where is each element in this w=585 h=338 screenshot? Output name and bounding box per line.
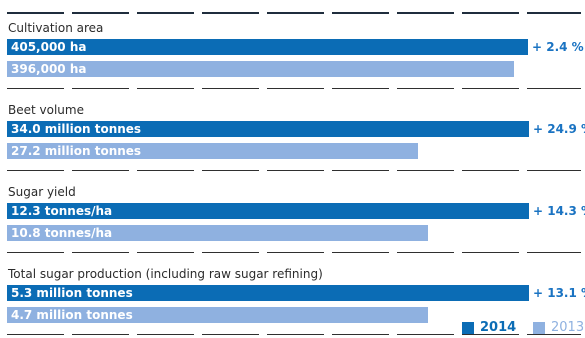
bar-2013: 10.8 tonnes/ha: [7, 225, 428, 241]
rule-segment: [267, 252, 324, 253]
bar-2014: 12.3 tonnes/ha: [7, 203, 529, 219]
group-title: Beet volume: [8, 103, 84, 117]
bar-data-label: 10.8 tonnes/ha: [11, 226, 113, 240]
bar-2014: 405,000 ha: [7, 39, 528, 55]
rule-segment: [462, 334, 519, 335]
group-title: Sugar yield: [8, 185, 76, 199]
bar-data-label: 34.0 million tonnes: [11, 122, 142, 136]
rule-segment: [7, 12, 64, 14]
rule-segment: [527, 252, 581, 253]
rule-segment: [267, 12, 324, 14]
rule-segment: [462, 252, 519, 253]
rule-segment: [527, 88, 581, 89]
change-percentage: + 2.4 %: [532, 40, 584, 54]
separator-rule-4: [7, 334, 581, 335]
change-percentage: + 13.1 %: [533, 286, 585, 300]
rule-segment: [137, 252, 194, 253]
change-percentage: + 24.9 %: [533, 122, 585, 136]
rule-segment: [202, 88, 259, 89]
rule-segment: [7, 334, 64, 335]
rule-segment: [397, 334, 454, 335]
bar-2014: 5.3 million tonnes: [7, 285, 529, 301]
rule-segment: [137, 170, 194, 171]
bar-data-label: 405,000 ha: [11, 40, 87, 54]
legend-swatch-2014: [462, 321, 474, 334]
bar-data-label: 27.2 million tonnes: [11, 144, 142, 158]
bar-data-label: 4.7 million tonnes: [11, 308, 133, 322]
legend-item-2014: 2014: [462, 320, 516, 335]
group-title: Total sugar production (including raw su…: [8, 267, 323, 281]
rule-segment: [527, 12, 581, 14]
rule-segment: [397, 88, 454, 89]
legend-label-2013: 2013: [551, 320, 585, 335]
rule-segment: [202, 334, 259, 335]
rule-segment: [7, 88, 64, 89]
group-title: Cultivation area: [8, 21, 104, 35]
rule-segment: [332, 170, 389, 171]
rule-segment: [267, 334, 324, 335]
rule-segment: [462, 12, 519, 14]
rule-segment: [72, 170, 129, 171]
bar-data-label: 396,000 ha: [11, 62, 87, 76]
bar-data-label: 5.3 million tonnes: [11, 286, 133, 300]
rule-segment: [397, 12, 454, 14]
separator-rule-0: [7, 12, 581, 14]
rule-segment: [332, 88, 389, 89]
bar-2014: 34.0 million tonnes: [7, 121, 529, 137]
bar-data-label: 12.3 tonnes/ha: [11, 204, 113, 218]
rule-segment: [332, 252, 389, 253]
rule-segment: [72, 12, 129, 14]
rule-segment: [527, 170, 581, 171]
rule-segment: [462, 88, 519, 89]
rule-segment: [137, 12, 194, 14]
rule-segment: [72, 252, 129, 253]
rule-segment: [267, 170, 324, 171]
legend-swatch-2013: [533, 321, 545, 334]
rule-segment: [202, 252, 259, 253]
rule-segment: [72, 334, 129, 335]
separator-rule-3: [7, 252, 581, 253]
bar-2013: 4.7 million tonnes: [7, 307, 428, 323]
rule-segment: [527, 334, 581, 335]
rule-segment: [397, 252, 454, 253]
rule-segment: [462, 170, 519, 171]
legend-label-2014: 2014: [480, 320, 517, 335]
rule-segment: [72, 88, 129, 89]
rule-segment: [397, 170, 454, 171]
rule-segment: [332, 12, 389, 14]
change-percentage: + 14.3 %: [533, 204, 585, 218]
legend-item-2013: 2013: [533, 320, 584, 335]
bar-2013: 27.2 million tonnes: [7, 143, 418, 159]
rule-segment: [202, 12, 259, 14]
rule-segment: [137, 88, 194, 89]
rule-segment: [7, 252, 64, 253]
bar-2013: 396,000 ha: [7, 61, 514, 77]
separator-rule-1: [7, 88, 581, 89]
rule-segment: [332, 334, 389, 335]
rule-segment: [202, 170, 259, 171]
rule-segment: [137, 334, 194, 335]
separator-rule-2: [7, 170, 581, 171]
rule-segment: [7, 170, 64, 171]
rule-segment: [267, 88, 324, 89]
